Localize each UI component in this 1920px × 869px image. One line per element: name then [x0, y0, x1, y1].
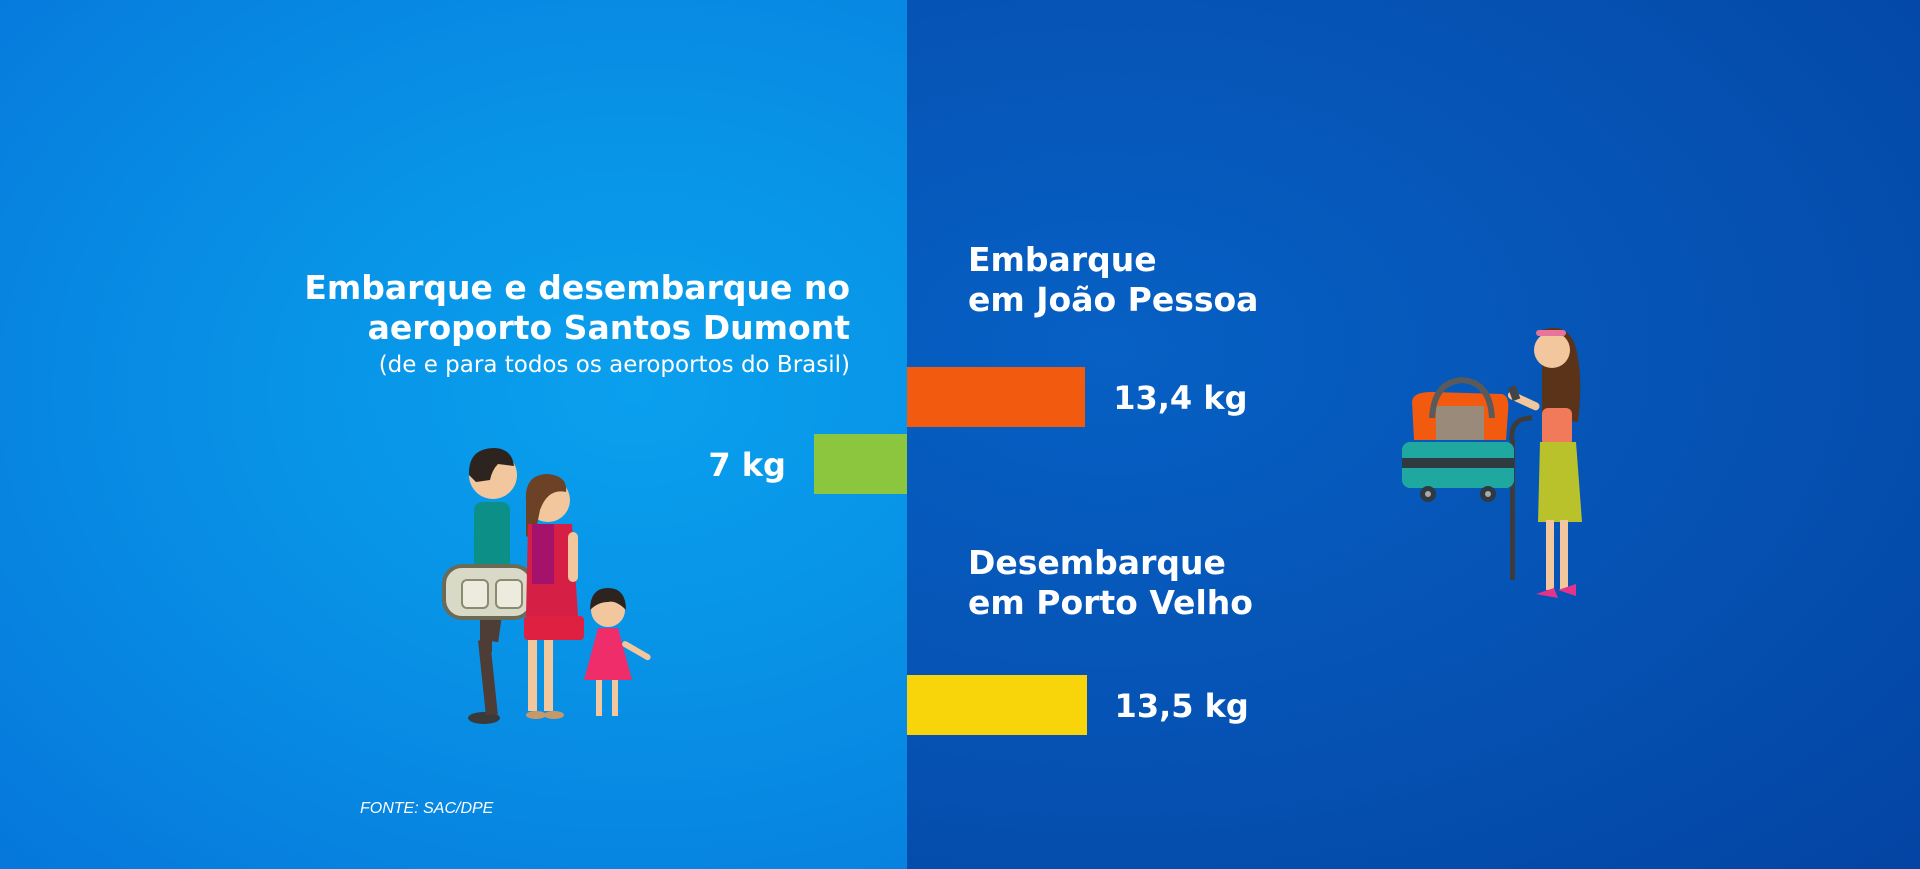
label-porto-velho-line1: Desembarque — [968, 543, 1226, 582]
value-label-porto-velho: 13,5 kg — [1114, 687, 1249, 725]
label-porto-velho: Desembarque em Porto Velho — [968, 543, 1253, 623]
bar-porto-velho — [907, 675, 1087, 735]
left-title: Embarque e desembarque no aeroporto Sant… — [304, 268, 850, 348]
label-joao-pessoa-line1: Embarque — [968, 240, 1157, 279]
left-title-line1: Embarque e desembarque no — [304, 268, 850, 307]
value-label-santos-dumont: 7 kg — [708, 446, 786, 484]
label-joao-pessoa-line2: em João Pessoa — [968, 280, 1259, 319]
label-joao-pessoa: Embarque em João Pessoa — [968, 240, 1258, 320]
left-title-line2: aeroporto Santos Dumont — [367, 308, 850, 347]
left-panel — [0, 0, 907, 869]
label-porto-velho-line2: em Porto Velho — [968, 583, 1253, 622]
value-label-joao-pessoa: 13,4 kg — [1113, 379, 1248, 417]
traveler-illustration — [1402, 327, 1582, 598]
bar-joao-pessoa — [907, 367, 1086, 427]
bar-santos-dumont — [813, 434, 907, 494]
family-illustration — [442, 448, 651, 724]
source-note: FONTE: SAC/DPE — [360, 800, 494, 817]
left-subtitle: (de e para todos os aeroportos do Brasil… — [378, 352, 850, 378]
